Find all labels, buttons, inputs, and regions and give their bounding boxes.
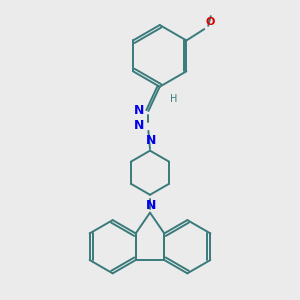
Text: N: N xyxy=(146,199,156,212)
Text: N: N xyxy=(134,119,145,133)
Text: O: O xyxy=(206,17,215,28)
Text: N: N xyxy=(134,104,145,117)
Text: N: N xyxy=(146,134,156,147)
Text: H: H xyxy=(170,94,178,104)
